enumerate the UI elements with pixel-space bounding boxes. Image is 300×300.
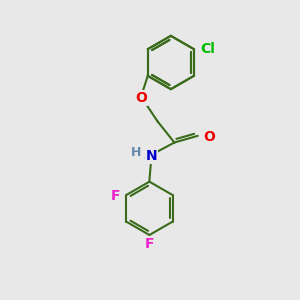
Text: F: F	[145, 237, 154, 251]
Text: H: H	[131, 146, 141, 159]
Text: F: F	[111, 190, 121, 203]
Text: Cl: Cl	[200, 42, 214, 56]
Text: O: O	[135, 91, 147, 105]
Text: O: O	[204, 130, 215, 144]
Text: N: N	[145, 149, 157, 164]
